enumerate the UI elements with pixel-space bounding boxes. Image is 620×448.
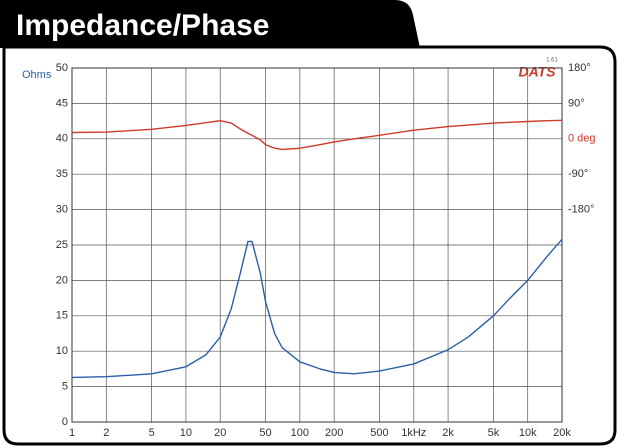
x-tick-label: 50 bbox=[259, 427, 271, 439]
x-tick-label: 1kHz bbox=[401, 427, 426, 439]
plot-border bbox=[71, 67, 563, 423]
series-line bbox=[71, 119, 563, 151]
x-tick-label: 200 bbox=[325, 427, 343, 439]
x-tick-label: 2k bbox=[442, 427, 454, 439]
y-tick-label: 10 bbox=[56, 345, 68, 357]
y-tick-label: 45 bbox=[56, 97, 68, 109]
frame bbox=[2, 45, 617, 446]
y-tick-label: 35 bbox=[56, 168, 68, 180]
y2-tick-label: 0 deg bbox=[568, 133, 596, 145]
y2-tick-label: 90° bbox=[568, 97, 585, 109]
x-tick-label: 2 bbox=[103, 427, 109, 439]
x-tick-label: 1 bbox=[69, 427, 75, 439]
y-tick-label: 25 bbox=[56, 239, 68, 251]
logo-version: 1.61 bbox=[546, 58, 558, 64]
y-tick-label: 5 bbox=[62, 381, 68, 393]
chart-title: Impedance/Phase bbox=[16, 9, 269, 42]
logo: DATS bbox=[518, 64, 556, 80]
x-tick-label: 20 bbox=[214, 427, 226, 439]
y2-tick-label: -90° bbox=[568, 168, 588, 180]
series-line bbox=[71, 238, 563, 379]
y-tick-label: 20 bbox=[56, 274, 68, 286]
y-tick-label: 30 bbox=[56, 204, 68, 216]
x-tick-label: 500 bbox=[370, 427, 388, 439]
y-axis-label: Ohms bbox=[22, 69, 52, 81]
y-tick-label: 0 bbox=[62, 416, 68, 428]
header-tab bbox=[0, 0, 420, 48]
x-tick-label: 100 bbox=[291, 427, 309, 439]
x-tick-label: 5k bbox=[488, 427, 500, 439]
x-tick-label: 10 bbox=[180, 427, 192, 439]
y2-tick-label: 180° bbox=[568, 62, 591, 74]
x-tick-label: 10k bbox=[519, 427, 537, 439]
x-tick-label: 20k bbox=[553, 427, 571, 439]
y-tick-label: 15 bbox=[56, 310, 68, 322]
x-tick-label: 5 bbox=[149, 427, 155, 439]
y-tick-label: 50 bbox=[56, 62, 68, 74]
y-tick-label: 40 bbox=[56, 133, 68, 145]
y2-tick-label: -180° bbox=[568, 204, 594, 216]
